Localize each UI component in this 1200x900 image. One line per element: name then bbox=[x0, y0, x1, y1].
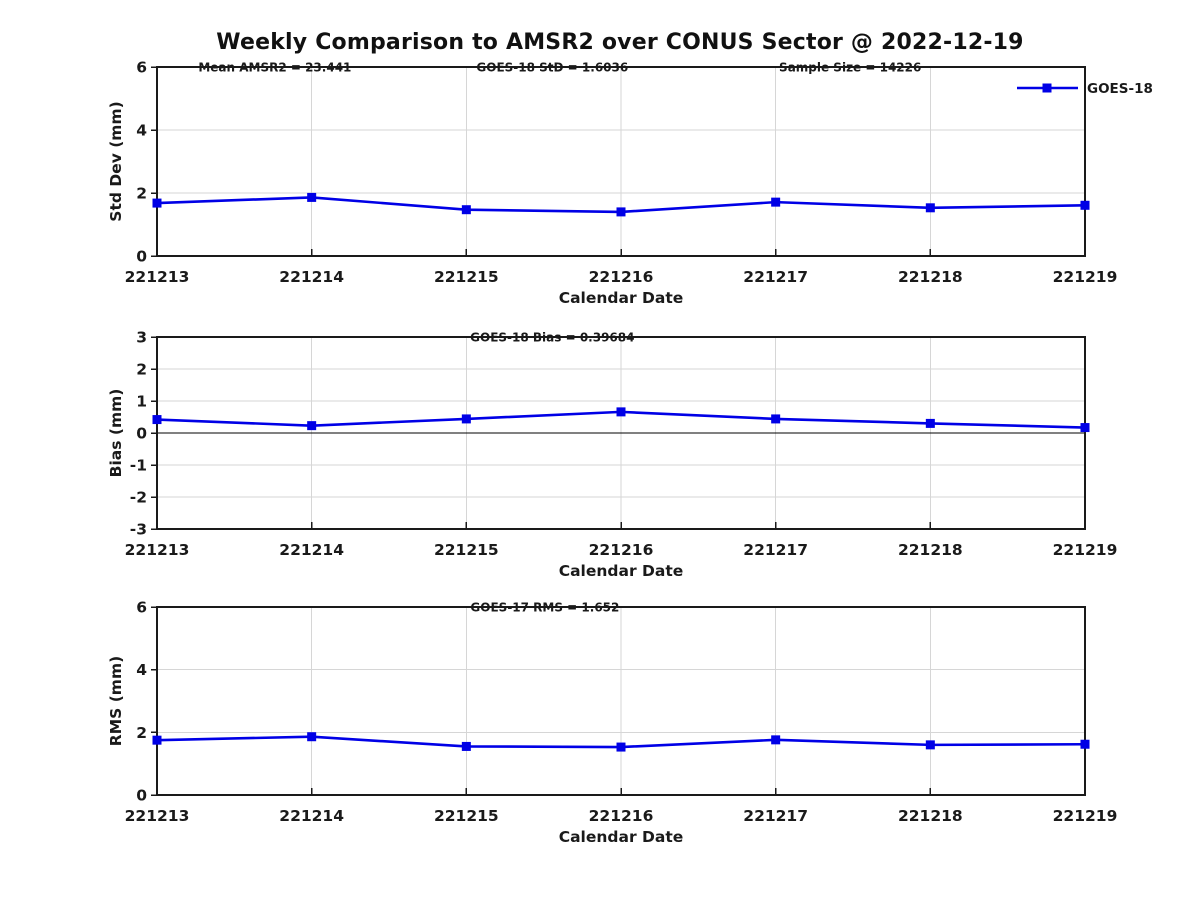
y-tick-label: 2 bbox=[136, 724, 147, 742]
data-point-marker bbox=[461, 205, 471, 215]
x-tick-label: 221217 bbox=[743, 807, 808, 825]
data-point-marker bbox=[616, 742, 626, 752]
data-point-marker bbox=[1080, 423, 1090, 433]
y-axis-title: RMS (mm) bbox=[107, 656, 125, 746]
y-tick-label: 2 bbox=[136, 185, 147, 203]
data-point-marker bbox=[307, 421, 317, 431]
x-tick-label: 221214 bbox=[279, 807, 344, 825]
y-tick-label: 2 bbox=[136, 361, 147, 379]
y-axis-title: Std Dev (mm) bbox=[107, 101, 125, 221]
data-point-marker bbox=[307, 192, 317, 202]
data-point-marker bbox=[771, 197, 781, 207]
data-point-marker bbox=[925, 203, 935, 213]
data-point-marker bbox=[1080, 739, 1090, 749]
x-tick-label: 221215 bbox=[434, 541, 499, 559]
legend-marker bbox=[1042, 83, 1052, 93]
x-axis-title: Calendar Date bbox=[559, 562, 684, 580]
x-axis-title: Calendar Date bbox=[559, 289, 684, 307]
data-point-marker bbox=[152, 198, 162, 208]
x-tick-label: 221215 bbox=[434, 807, 499, 825]
x-tick-label: 221218 bbox=[898, 807, 963, 825]
x-tick-label: 221217 bbox=[743, 541, 808, 559]
annotation-label: GOES-17 RMS = 1.652 bbox=[470, 601, 619, 615]
y-tick-label: 6 bbox=[136, 599, 147, 617]
chart-panel-1: 221213 221214 221215 221216 221217 221218 2212… bbox=[107, 329, 1117, 581]
data-point-marker bbox=[461, 741, 471, 751]
x-tick-label: 221214 bbox=[279, 268, 344, 286]
y-tick-label: 0 bbox=[136, 787, 147, 805]
data-point-marker bbox=[1080, 200, 1090, 210]
annotation-label: Mean AMSR2 = 23.441 bbox=[198, 61, 351, 75]
y-tick-label: 6 bbox=[136, 59, 147, 77]
data-point-marker bbox=[771, 414, 781, 424]
x-tick-label: 221214 bbox=[279, 541, 344, 559]
annotation-label: Sample Size = 14226 bbox=[779, 61, 921, 75]
data-point-marker bbox=[307, 732, 317, 742]
x-tick-label: 221219 bbox=[1053, 807, 1118, 825]
figure-title: Weekly Comparison to AMSR2 over CONUS Se… bbox=[216, 30, 1024, 55]
x-tick-label: 221218 bbox=[898, 541, 963, 559]
y-tick-label: 0 bbox=[136, 425, 147, 443]
x-tick-label: 221213 bbox=[125, 807, 190, 825]
y-tick-label: -2 bbox=[130, 489, 147, 507]
y-tick-label: 4 bbox=[136, 122, 147, 140]
y-tick-label: -1 bbox=[130, 457, 147, 475]
data-point-marker bbox=[925, 418, 935, 428]
data-point-marker bbox=[616, 207, 626, 217]
legend-label: GOES-18 bbox=[1087, 81, 1153, 97]
data-point-marker bbox=[461, 414, 471, 424]
x-tick-label: 221217 bbox=[743, 268, 808, 286]
chart-panel-0: 221213 221214 221215 221216 221217 221218 2212… bbox=[107, 59, 1153, 308]
x-tick-label: 221219 bbox=[1053, 268, 1118, 286]
x-tick-label: 221216 bbox=[589, 268, 654, 286]
x-tick-label: 221213 bbox=[125, 541, 190, 559]
y-tick-label: -3 bbox=[130, 521, 147, 539]
data-point-marker bbox=[925, 740, 935, 750]
x-tick-label: 221218 bbox=[898, 268, 963, 286]
x-tick-label: 221215 bbox=[434, 268, 499, 286]
x-tick-label: 221219 bbox=[1053, 541, 1118, 559]
y-tick-label: 3 bbox=[136, 329, 147, 347]
chart-panel-2: 221213 221214 221215 221216 221217 221218 2212… bbox=[107, 599, 1117, 847]
data-point-marker bbox=[771, 735, 781, 745]
y-tick-label: 0 bbox=[136, 248, 147, 266]
x-tick-label: 221213 bbox=[125, 268, 190, 286]
data-point-marker bbox=[616, 407, 626, 417]
annotation-label: GOES-18 Bias = 0.39684 bbox=[470, 331, 634, 345]
legend: GOES-18 bbox=[1017, 81, 1153, 97]
x-axis-title: Calendar Date bbox=[559, 828, 684, 846]
annotation-label: GOES-18 StD = 1.6036 bbox=[476, 61, 628, 75]
y-axis-title: Bias (mm) bbox=[107, 389, 125, 478]
y-tick-label: 1 bbox=[136, 393, 147, 411]
y-tick-label: 4 bbox=[136, 661, 147, 679]
data-point-marker bbox=[152, 415, 162, 425]
data-point-marker bbox=[152, 735, 162, 745]
x-tick-label: 221216 bbox=[589, 541, 654, 559]
x-tick-label: 221216 bbox=[589, 807, 654, 825]
